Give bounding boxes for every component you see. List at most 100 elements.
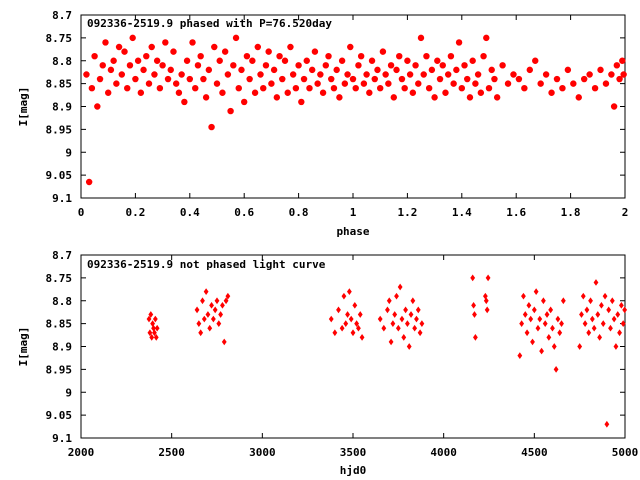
- chart1-data-point: [257, 71, 264, 78]
- chart1-data-point: [434, 57, 441, 64]
- chart2-data-point: [146, 315, 152, 323]
- chart2-data-point: [207, 324, 213, 332]
- chart2-data-point: [537, 315, 543, 323]
- chart2-data-point: [559, 320, 564, 327]
- chart1-data-point: [104, 89, 112, 96]
- chart2-x-tick-label: 4500: [521, 446, 548, 459]
- chart2-data-point: [611, 315, 617, 323]
- chart1-data-point: [469, 57, 476, 64]
- chart1-data-point: [167, 66, 174, 74]
- chart2-plot-frame: [80, 254, 626, 439]
- chart2-data-point: [385, 306, 390, 314]
- chart1-data-point: [619, 57, 626, 64]
- chart2-data-point: [588, 297, 593, 305]
- chart2-data-point: [357, 311, 363, 318]
- chart1-data-point: [178, 71, 185, 78]
- chart2-data-point: [531, 306, 537, 314]
- chart1-data-point: [276, 52, 283, 60]
- chart1-data-point: [521, 84, 528, 92]
- chart1-data-point: [480, 52, 487, 60]
- chart2-x-tick-label: 5000: [612, 446, 639, 459]
- chart1-data-point: [382, 71, 389, 78]
- chart1-data-point: [246, 75, 253, 83]
- chart2-data-point: [470, 274, 476, 282]
- chart1-data-point: [134, 57, 142, 64]
- chart2-data-point: [579, 311, 584, 318]
- chart2-data-point: [399, 315, 405, 323]
- chart1-y-tick-label: 9: [65, 146, 72, 159]
- chart2-data-point: [599, 301, 604, 309]
- chart2-data-point: [591, 324, 597, 332]
- chart2-data-point: [348, 315, 354, 323]
- chart2-data-point: [608, 324, 613, 332]
- chart1-data-point: [366, 89, 373, 96]
- chart2-data-point: [544, 311, 550, 318]
- chart2-data-point: [153, 333, 159, 341]
- chart2-data-point: [220, 301, 225, 309]
- chart1-data-point: [466, 94, 474, 101]
- chart2-data-point: [417, 329, 423, 337]
- chart2-data-point: [589, 315, 595, 323]
- chart1-data-point: [564, 66, 572, 74]
- chart1-data-point: [235, 84, 242, 92]
- chart2-data-point: [343, 320, 349, 327]
- chart2-data-point: [555, 315, 561, 323]
- chart1-data-point: [472, 80, 479, 87]
- chart1-data-point: [455, 39, 463, 46]
- chart1-data-point: [284, 89, 291, 96]
- chart1-y-tick-label: 8.9: [52, 101, 72, 114]
- chart1-data-point: [431, 94, 438, 101]
- chart1-y-tick-label: 8.85: [46, 78, 73, 91]
- chart2-data-point: [602, 292, 608, 300]
- chart1-data-point: [107, 66, 115, 74]
- chart2-data-point: [524, 329, 530, 337]
- chart1-y-tick-label: 9.1: [52, 192, 72, 205]
- chart2-y-tick-label: 8.95: [46, 363, 73, 376]
- chart1-data-point: [83, 71, 90, 78]
- chart1-data-point: [153, 57, 161, 64]
- chart2-data-point: [471, 301, 476, 309]
- chart2-data-point: [541, 297, 546, 305]
- chart2-y-tick-label: 8.8: [52, 295, 72, 308]
- chart2-data-point: [216, 320, 222, 327]
- chart1-data-point: [376, 84, 384, 92]
- chart1-data-point: [238, 66, 245, 74]
- chart1-data-point: [183, 57, 191, 64]
- chart1-data-point: [553, 75, 561, 83]
- chart1-data-point: [143, 52, 150, 60]
- chart1-data-point: [260, 84, 267, 92]
- chart1-data-point: [483, 34, 490, 42]
- chart1-data-point: [464, 75, 471, 83]
- chart2-data-point: [609, 297, 615, 305]
- chart2-data-point: [339, 324, 345, 332]
- chart1-data-point: [385, 80, 392, 87]
- chart1-data-point: [124, 84, 131, 92]
- chart1-data-point: [306, 84, 313, 92]
- chart1-data-point: [287, 43, 294, 51]
- chart1-data-point: [186, 75, 194, 83]
- chart1-data-point: [262, 62, 270, 69]
- chart2-data-point: [210, 315, 216, 323]
- chart2-data-point: [346, 288, 352, 295]
- chart2-data-point: [200, 297, 205, 305]
- chart1-x-tick-label: 2: [622, 206, 629, 219]
- chart2-data-point: [147, 329, 153, 337]
- chart1-data-point: [333, 66, 340, 74]
- chart1-data-point: [510, 71, 517, 78]
- chart2-data-point: [356, 324, 361, 332]
- chart2-data-point: [586, 329, 592, 337]
- chart1-data-point: [442, 89, 449, 96]
- chart1-data-point: [355, 62, 362, 69]
- chart2-data-point: [560, 297, 566, 305]
- chart2-data-point: [152, 315, 158, 323]
- chart1-data-point: [439, 62, 446, 69]
- chart1-data-point: [450, 80, 457, 87]
- chart1-x-tick-label: 1: [350, 206, 357, 219]
- chart2-x-tick-label: 2500: [158, 446, 185, 459]
- chart2-data-point: [604, 420, 610, 428]
- chart1-data-point: [219, 89, 226, 96]
- chart2-data-point: [196, 320, 202, 327]
- chart1-data-point: [213, 80, 221, 87]
- chart1-data-point: [474, 71, 482, 78]
- chart2-y-tick-label: 8.7: [52, 249, 72, 262]
